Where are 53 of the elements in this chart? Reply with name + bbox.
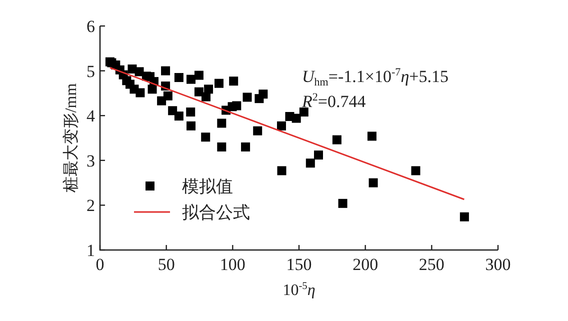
point: [202, 92, 210, 102]
point: [174, 73, 184, 82]
y-tick-label: 5: [86, 62, 95, 81]
point: [163, 91, 172, 100]
point: [214, 78, 224, 88]
legend-label: 拟合公式: [182, 203, 250, 222]
point: [161, 66, 170, 76]
y-tick-label: 4: [86, 106, 96, 126]
annotation: R$^{2}$=0.744: [301, 92, 366, 111]
point: [136, 88, 145, 98]
y-tick-label: 2: [86, 196, 95, 216]
x-axis-title: 10$^{-5}$η: [282, 280, 316, 299]
point: [232, 101, 242, 110]
point: [292, 114, 301, 123]
x-tick-label: 300: [485, 255, 511, 274]
point: [194, 87, 204, 96]
point: [194, 70, 204, 80]
legend-label: 模拟值: [182, 177, 233, 196]
point: [299, 108, 308, 117]
y-axis-title: 桩最大变形/mm: [62, 82, 80, 194]
point: [338, 198, 348, 208]
x-tick-label: 150: [286, 255, 312, 274]
point: [242, 92, 252, 102]
point: [253, 126, 262, 136]
x-tick-label: 50: [158, 255, 175, 274]
point: [332, 135, 342, 144]
point: [204, 84, 214, 94]
y-tick-label: 1: [86, 241, 95, 260]
point: [306, 158, 315, 168]
x-tick-label: 0: [96, 255, 104, 274]
y-tick-label: 3: [86, 151, 95, 170]
point: [241, 142, 250, 152]
point: [217, 142, 226, 152]
point: [201, 132, 210, 142]
point: [186, 108, 196, 117]
x-tick-label: 200: [352, 255, 378, 274]
point: [367, 132, 376, 141]
point: [186, 74, 196, 84]
point: [460, 212, 469, 222]
point: [314, 150, 323, 160]
point: [276, 121, 286, 130]
annotation: U$_{hm}$=-1.1×10$^{-7}$η+5.15: [302, 66, 448, 89]
point: [411, 166, 420, 176]
point: [174, 112, 184, 121]
x-tick-label: 250: [418, 255, 444, 274]
y-tick-label: 6: [86, 17, 95, 36]
point: [277, 166, 286, 176]
point: [186, 121, 196, 130]
point: [229, 76, 238, 86]
point: [258, 90, 268, 99]
x-tick-label: 100: [220, 255, 246, 274]
point: [368, 178, 378, 188]
point: [217, 118, 226, 128]
